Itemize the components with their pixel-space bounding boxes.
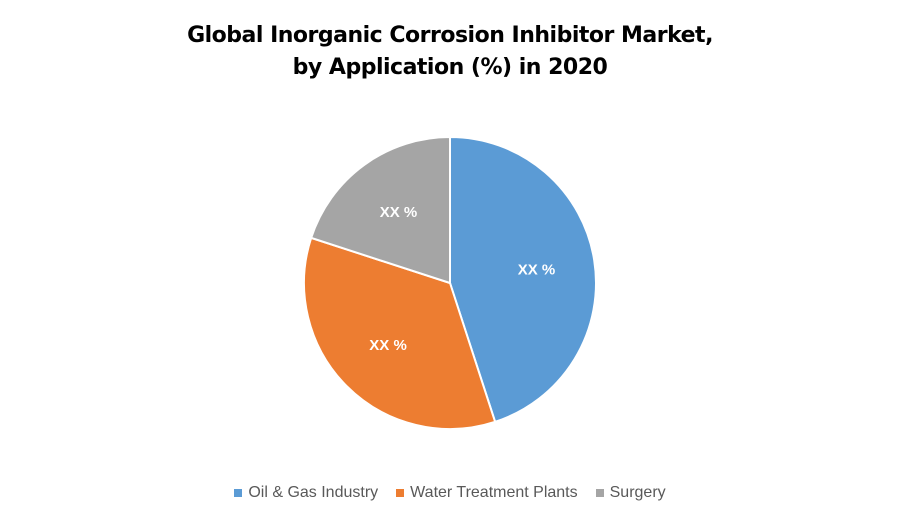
legend-item-oil-gas: Oil & Gas Industry: [234, 484, 378, 502]
data-label: XX %: [518, 261, 556, 278]
legend-item-surgery: Surgery: [595, 484, 666, 502]
legend-item-water-treatment: Water Treatment Plants: [396, 484, 578, 502]
pie-slice-water-treatment-plants: [303, 236, 497, 430]
legend: Oil & Gas Industry Water Treatment Plant…: [0, 484, 900, 502]
title-line-1: Global Inorganic Corrosion Inhibitor Mar…: [187, 23, 713, 48]
pie-slice-oil-gas-industry: [449, 135, 597, 424]
legend-swatch: [396, 489, 405, 497]
legend-swatch: [234, 489, 243, 497]
legend-label: Oil & Gas Industry: [248, 484, 379, 501]
pie-slice-surgery: [309, 135, 451, 285]
legend-label: Water Treatment Plants: [410, 484, 578, 501]
data-label: XX %: [380, 204, 418, 221]
title-line-2: by Application (%) in 2020: [292, 55, 608, 80]
legend-swatch: [595, 489, 604, 497]
chart-title: Global Inorganic Corrosion Inhibitor Mar…: [0, 20, 900, 84]
legend-label: Surgery: [609, 484, 666, 501]
data-label: XX %: [369, 337, 407, 354]
